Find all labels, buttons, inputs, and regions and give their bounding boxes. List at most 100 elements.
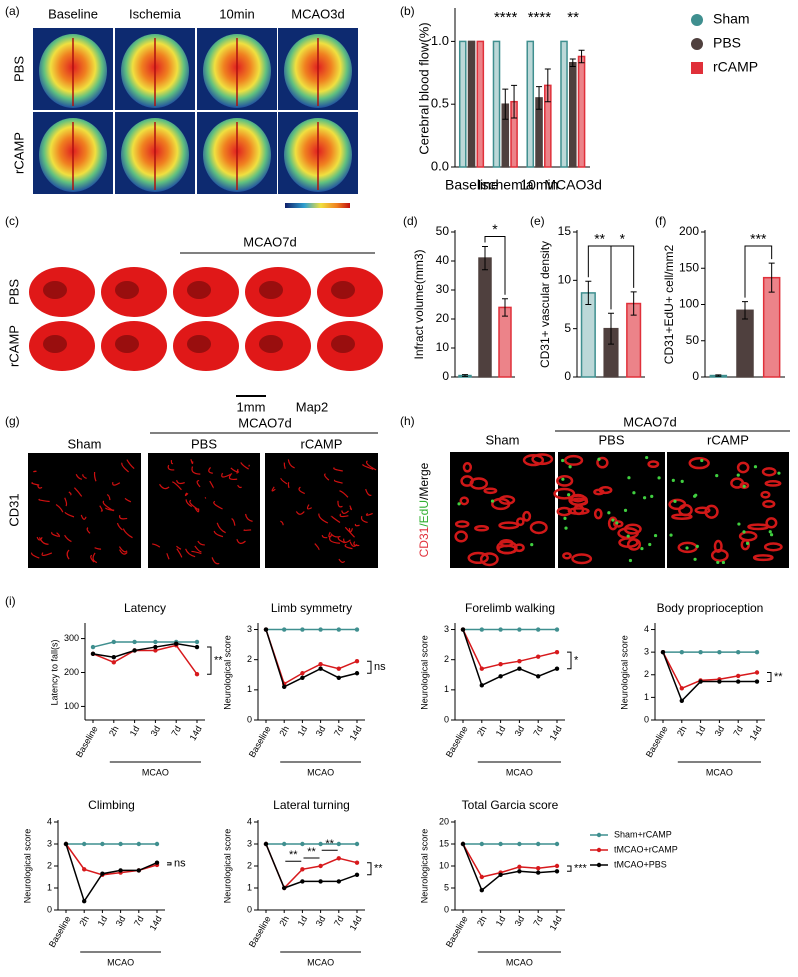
vessel [124,497,132,503]
vessel [231,517,236,526]
point [536,870,541,875]
bracket [367,660,372,674]
y-tick-label: 2 [444,654,449,664]
vessel [365,488,372,497]
y-tick-label: 0 [444,714,449,724]
point [132,648,137,653]
y-tick-label: 150 [679,260,699,274]
vessel [119,514,128,520]
point [90,644,96,650]
column-header: MCAO3d [291,6,344,21]
vessel [348,527,354,533]
point [717,649,722,655]
bracket [567,651,572,670]
vessel [283,462,286,470]
vessel [51,531,59,538]
point [460,841,466,847]
stain-part: CD31 [417,526,431,557]
point [479,683,484,688]
vessel [563,454,584,466]
point [300,879,305,884]
x-tick-label: 3d [713,724,727,738]
row-label: PBS [11,56,26,82]
bracket [567,865,572,872]
edu-nucleus [700,458,704,463]
y-tick-label: 2 [47,860,52,870]
column-header: rCAMP [707,432,749,447]
point [536,866,541,871]
vessel [339,513,349,518]
line [662,651,757,703]
bar [492,40,501,168]
edu-nucleus [715,474,719,478]
legend-marker [596,847,602,853]
vessel [31,482,40,486]
x-tick-label: MCAO3d [544,177,602,193]
point [118,868,123,873]
error-bar [544,68,551,103]
point [754,679,760,684]
line [92,642,198,659]
bar [467,40,476,168]
vessel [516,517,525,527]
line [462,629,558,687]
legend-label: Sham+rCAMP [614,829,672,839]
vessel [64,534,72,543]
vessel [459,496,470,506]
point [118,841,123,847]
edu-nucleus [626,534,630,538]
point [153,644,158,650]
vessel [353,541,360,547]
x-tick-label: 3d [149,724,163,738]
significance: ** [307,846,316,858]
bracket [610,245,635,310]
legend-label: tMCAO+rCAMP [614,844,678,854]
y-tick-label: 5 [444,882,449,892]
vessel [122,528,133,539]
x-tick-label: 7d [132,914,146,928]
error-bar [511,84,518,119]
vessel [38,498,50,503]
vessel [298,486,305,495]
vessel [213,530,224,538]
x-axis-label: MCAO [307,767,334,777]
x-tick-label: 3d [314,724,328,738]
y-tick-label: 5 [564,321,571,335]
edu-nucleus [642,496,647,500]
vessel [522,454,545,467]
vessel [747,523,770,531]
significance: ns [174,858,186,870]
y-tick-label: 1 [247,684,252,694]
vessel [121,462,130,473]
point [517,864,522,870]
y-tick-label: 1.0 [431,33,449,48]
edu-nucleus [716,560,720,565]
y-axis-label: Neurological score [419,635,429,710]
x-tick-label: 3d [114,914,128,928]
vessel [710,548,729,562]
lesion [259,335,283,353]
x-tick-label: 7d [169,724,183,738]
vessel [184,492,189,497]
point [263,841,269,847]
point [154,860,160,865]
y-tick-label: 4 [247,816,252,826]
micrograph [148,453,260,568]
vessel [306,504,312,510]
edu-nucleus [607,511,611,515]
point [517,841,522,847]
point [479,841,484,847]
x-tick-label: 14d [148,914,164,932]
point [660,649,666,655]
edu-nucleus [645,455,649,460]
edu-nucleus [694,493,698,497]
vessel [287,482,290,489]
vessel [208,467,213,474]
vessel [64,511,75,518]
point [82,899,87,904]
vessel [688,456,710,470]
vessel [236,539,246,544]
x-tick-label: 14d [548,914,564,932]
error-bar [502,88,509,120]
